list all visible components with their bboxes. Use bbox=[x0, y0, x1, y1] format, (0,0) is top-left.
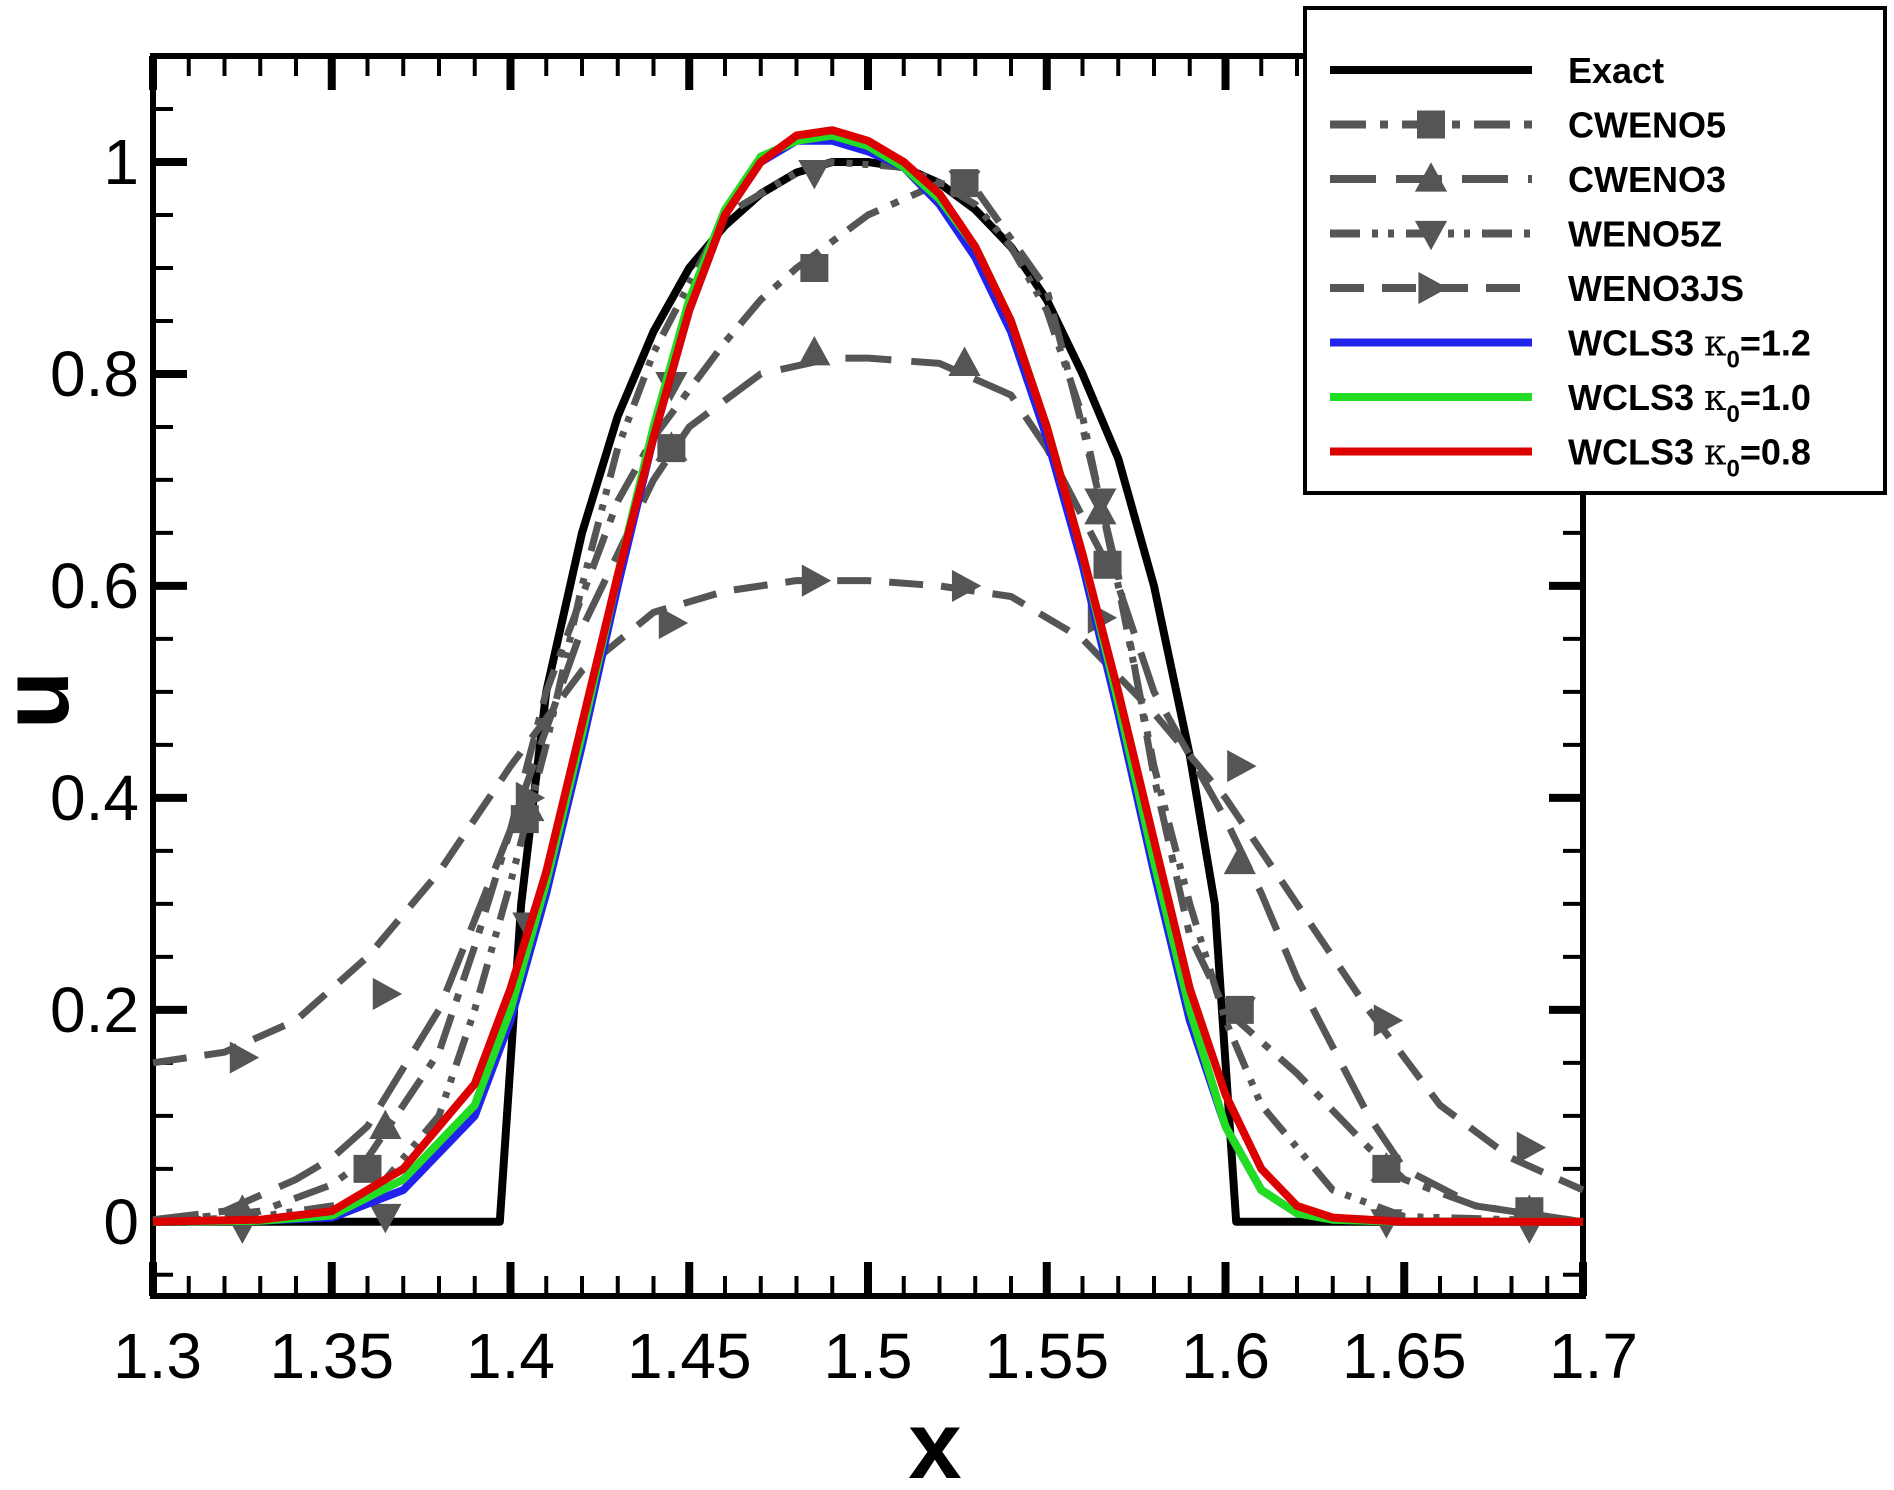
x-tick-label: 1.5 bbox=[824, 1320, 913, 1392]
series-line bbox=[152, 577, 1585, 1194]
data-point-marker bbox=[798, 335, 831, 366]
data-point-marker bbox=[948, 346, 981, 376]
legend-label: WENO3JS bbox=[1568, 268, 1744, 309]
legend-item: CWENO5 bbox=[1330, 105, 1726, 146]
x-tick-label: 1.6 bbox=[1181, 1320, 1270, 1392]
data-point-marker bbox=[229, 1041, 260, 1074]
data-point-marker bbox=[658, 606, 689, 640]
legend-label: WCLS3 κ0=0.8 bbox=[1568, 432, 1811, 483]
data-point-marker bbox=[800, 253, 829, 282]
data-point-marker bbox=[951, 569, 982, 603]
data-point-marker bbox=[1373, 1004, 1404, 1037]
legend-item: WCLS3 κ0=1.0 bbox=[1330, 377, 1811, 428]
legend-item: Exact bbox=[1330, 50, 1664, 91]
data-point-marker bbox=[801, 564, 832, 597]
data-point-marker bbox=[372, 977, 403, 1011]
x-tick-label: 1.65 bbox=[1342, 1320, 1467, 1392]
data-point-marker bbox=[353, 1154, 382, 1183]
legend-item: WENO5Z bbox=[1330, 214, 1722, 255]
y-tick-label: 0.6 bbox=[50, 550, 139, 622]
series-line bbox=[152, 126, 1583, 1226]
legend-box bbox=[1303, 6, 1887, 495]
legend-label: WCLS3 κ0=1.2 bbox=[1568, 323, 1811, 374]
legend-label: CWENO3 bbox=[1568, 159, 1726, 200]
legend-marker bbox=[1414, 162, 1448, 192]
data-point-marker bbox=[1516, 1131, 1547, 1164]
y-tick-label: 0 bbox=[103, 1186, 139, 1258]
series-wcls3-0-0-8 bbox=[152, 126, 1583, 1226]
series-wcls3-0-1-0 bbox=[152, 131, 1583, 1226]
legend-label: WENO5Z bbox=[1568, 214, 1722, 255]
x-tick-label: 1.45 bbox=[627, 1320, 752, 1392]
y-tick-label: 0.4 bbox=[50, 762, 139, 834]
x-tick-label: 1.7 bbox=[1549, 1320, 1638, 1392]
legend-label: Exact bbox=[1568, 50, 1664, 91]
data-point-marker bbox=[1370, 1152, 1403, 1182]
legend-item: WENO3JS bbox=[1330, 268, 1744, 309]
y-tick-label: 0.8 bbox=[50, 338, 139, 410]
data-point-marker bbox=[948, 170, 981, 200]
x-axis-title: x bbox=[908, 1392, 961, 1490]
legend-marker bbox=[1418, 271, 1448, 305]
data-point-marker bbox=[1223, 997, 1256, 1027]
legend-item: WCLS3 κ0=1.2 bbox=[1330, 323, 1811, 374]
data-point-marker bbox=[369, 1203, 402, 1234]
legend-label: CWENO5 bbox=[1568, 105, 1726, 146]
series-layer bbox=[152, 126, 1585, 1244]
legend: Exact CWENO5 CWENO3 WENO5Z WENO3JS WCLS3 κ0=1… bbox=[1303, 6, 1887, 495]
y-tick-label: 0.2 bbox=[50, 974, 139, 1046]
series-line bbox=[152, 131, 1583, 1226]
legend-label: WCLS3 κ0=1.0 bbox=[1568, 377, 1811, 428]
x-tick-label: 1.35 bbox=[269, 1320, 394, 1392]
series-line bbox=[152, 354, 1584, 1226]
data-point-marker bbox=[1227, 749, 1257, 783]
legend-marker bbox=[1414, 220, 1448, 251]
legend-item: CWENO3 bbox=[1330, 159, 1726, 200]
data-point-marker bbox=[655, 431, 688, 461]
legend-item: WCLS3 κ0=0.8 bbox=[1330, 432, 1811, 483]
x-tick-label: 1.4 bbox=[466, 1320, 555, 1392]
y-tick-label: 1 bbox=[103, 126, 139, 198]
tick-labels: 0 0.2 0.4 0.6 0.8 1 1.3 1.35 1.4 1.45 1.5 1.55 1.6 1.… bbox=[50, 126, 1638, 1392]
series-weno3js bbox=[152, 564, 1585, 1194]
x-tick-label: 1.55 bbox=[984, 1320, 1109, 1392]
data-point-marker bbox=[369, 1109, 402, 1140]
data-point-marker bbox=[515, 781, 546, 814]
legend-marker bbox=[1417, 110, 1445, 139]
data-point-marker bbox=[1223, 844, 1256, 875]
data-point-marker bbox=[798, 159, 831, 190]
x-tick-label: 1.3 bbox=[113, 1320, 202, 1392]
data-point-marker bbox=[1084, 488, 1117, 518]
y-axis-title: u bbox=[0, 671, 89, 730]
